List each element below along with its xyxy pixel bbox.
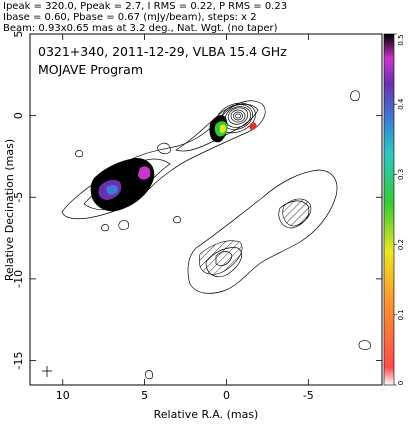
- header-line-2: Ibase = 0.60, Pbase = 0.67 (mJy/beam), s…: [3, 12, 257, 23]
- core-contour-4: [227, 107, 249, 125]
- pol-blob-core-red: [249, 122, 257, 131]
- colorbar-tick-label: 0.4: [397, 98, 405, 110]
- y-tick-label: 0: [12, 112, 25, 119]
- polarized-intensity: [90, 115, 257, 212]
- colorbar-tick-label: 0.1: [397, 309, 405, 320]
- pol-blob-core-yellow: [220, 124, 226, 133]
- colorbar-tick-label: 0.2: [397, 239, 405, 250]
- outer-contour-inner-jet: [61, 100, 266, 220]
- beam-symbol: [42, 366, 52, 377]
- core-contour-5: [230, 109, 246, 123]
- x-tick-label: 10: [56, 389, 70, 402]
- pol-blob-inner-pink: [138, 166, 151, 180]
- x-tick-label: 0: [223, 389, 230, 402]
- x-tick-label: 5: [141, 389, 148, 402]
- island-5: [358, 340, 371, 350]
- island-1: [350, 90, 360, 101]
- core-contour-6: [233, 111, 243, 121]
- colorbar-tick-label: 0.5: [397, 34, 405, 45]
- island-8: [101, 224, 109, 232]
- island-2: [75, 150, 83, 158]
- pol-blob-inner-black: [90, 158, 155, 212]
- y-tick-label: 5: [12, 31, 25, 38]
- y-tick-label: -15: [12, 352, 25, 370]
- pol-region-2: [282, 198, 312, 227]
- y-tick-label: -10: [12, 270, 25, 288]
- colorbar: [383, 33, 395, 386]
- contour-core-outer: [175, 103, 259, 152]
- colorbar-ticks: 0 0.1 0.2 0.3 0.4 0.5: [394, 33, 405, 386]
- colorbar-tick-label: 0: [397, 381, 405, 385]
- plot-title: 0321+340, 2011-12-29, VLBA 15.4 GHz: [38, 44, 287, 59]
- pol-blob-inner-blue: [106, 185, 118, 195]
- header-line-3: Beam: 0.93x0.65 mas at 3.2 deg., Nat. Wg…: [3, 23, 278, 34]
- core-contour-7: [235, 113, 241, 119]
- x-axis-ticks: 10 5 0 -5: [56, 34, 314, 402]
- x-tick-label: -5: [303, 389, 314, 402]
- island-4: [173, 216, 181, 224]
- x-axis-label: Relative R.A. (mas): [154, 408, 259, 421]
- outer-jet-contour: [187, 169, 338, 294]
- pol-region-1: [198, 240, 243, 275]
- header-line-1: Ipeak = 320.0, Ppeak = 2.7, I RMS = 0.22…: [3, 1, 287, 12]
- y-axis-ticks: 5 0 -5 -10 -15: [12, 31, 382, 370]
- plot-frame: [29, 33, 383, 386]
- colorbar-tick-label: 0.3: [397, 169, 405, 180]
- island-3: [118, 220, 129, 230]
- island-7: [157, 142, 171, 154]
- y-tick-label: -5: [12, 192, 25, 203]
- plot-subtitle: MOJAVE Program: [38, 62, 143, 77]
- island-6: [145, 370, 153, 380]
- y-axis-label: Relative Decination (mas): [3, 139, 16, 281]
- polarization-regions: [198, 198, 312, 275]
